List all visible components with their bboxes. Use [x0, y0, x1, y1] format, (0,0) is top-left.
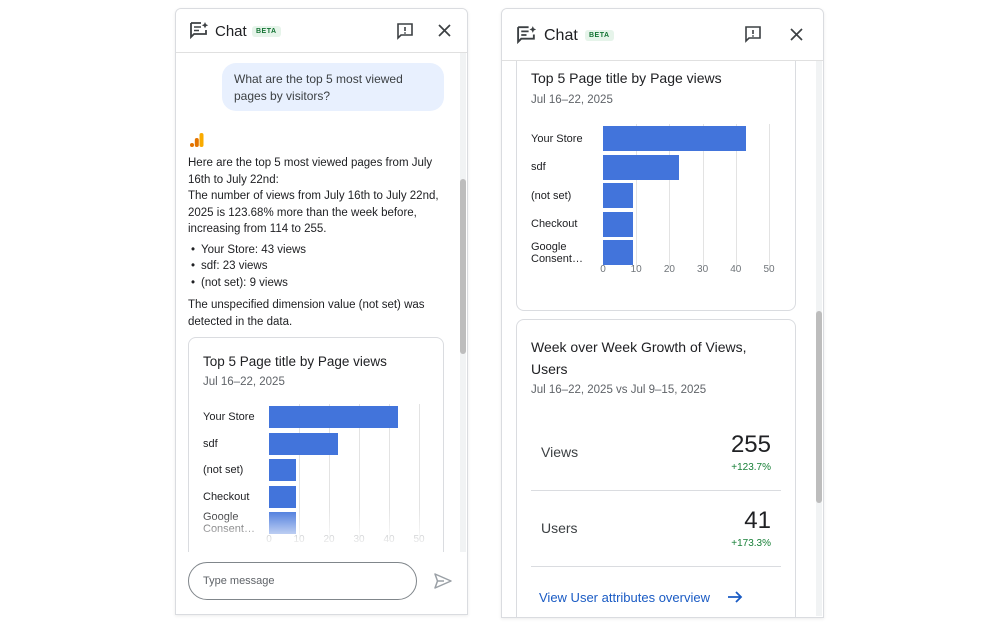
growth-card: Week over Week Growth of Views, Users Ju…	[516, 319, 796, 617]
chat-title: Chat	[215, 23, 247, 40]
gridline	[735, 124, 737, 267]
assistant-answer: Here are the top 5 most viewed pages fro…	[188, 155, 450, 330]
metric-value-users: 41	[744, 507, 771, 534]
x-tick-label: 0	[600, 264, 606, 275]
bar[interactable]	[269, 406, 398, 428]
bar[interactable]	[269, 432, 338, 455]
chart-card: Top 5 Page title by Page views Jul 16–22…	[516, 39, 796, 311]
bar-label: Checkout	[203, 490, 250, 503]
analytics-icon	[190, 133, 204, 147]
answer-list: Your Store: 43 views sdf: 23 views (not …	[188, 242, 450, 292]
bar[interactable]	[269, 485, 296, 508]
bar-label: sdf	[203, 437, 218, 450]
close-icon[interactable]	[789, 27, 804, 42]
metric-label-views: Views	[541, 444, 579, 460]
user-message-bubble: What are the top 5 most viewed pages by …	[222, 63, 444, 111]
x-tick-label: 50	[763, 264, 775, 275]
gridline	[669, 124, 671, 267]
scroll-fade	[189, 508, 443, 548]
chat-header: Chat BETA	[176, 9, 467, 53]
bar-label: Checkout	[531, 218, 578, 230]
growth-subtitle: Jul 16–22, 2025 vs Jul 9–15, 2025	[531, 384, 707, 396]
chat-title: Chat	[544, 27, 578, 44]
bar[interactable]	[603, 211, 633, 237]
chat-icon	[190, 22, 209, 39]
gridline	[419, 404, 420, 536]
gridline	[389, 404, 390, 536]
x-tick-label: 10	[630, 264, 642, 275]
bar[interactable]	[603, 183, 633, 208]
gridline	[359, 404, 360, 536]
send-icon[interactable]	[434, 573, 452, 589]
gridline	[702, 124, 704, 267]
close-icon[interactable]	[437, 23, 452, 38]
answer-note: The unspecified dimension value (not set…	[188, 299, 425, 328]
bar-label: (not set)	[531, 189, 572, 202]
chat-icon	[517, 26, 537, 44]
metric-value-views: 255	[730, 431, 771, 458]
list-item: Your Store: 43 views	[188, 242, 450, 259]
x-tick-label: 40	[730, 264, 742, 275]
bar-label: Your Store	[203, 411, 255, 423]
scrollbar-thumb[interactable]	[816, 311, 822, 503]
divider	[531, 566, 781, 567]
chat-panel-left: Chat BETA What are the top 5 most viewed…	[175, 8, 468, 615]
gridline	[299, 404, 300, 536]
bar-label: (not set)	[203, 464, 244, 476]
list-item: (not set): 9 views	[188, 275, 450, 292]
scrollbar-thumb[interactable]	[460, 179, 466, 354]
bar-label: sdf	[531, 161, 546, 173]
message-input[interactable]	[188, 562, 417, 600]
x-tick-label: 30	[697, 264, 709, 275]
divider	[531, 490, 781, 491]
chart-title: Top 5 Page title by Page views	[203, 354, 387, 369]
metric-label-users: Users	[541, 520, 578, 536]
metric-delta-views: +123.7%	[731, 462, 771, 473]
chart-card: Top 5 Page title by Page views Jul 16–22…	[188, 337, 444, 577]
answer-summary: The number of views from July 16th to Ju…	[188, 190, 439, 235]
beta-badge: BETA	[252, 26, 281, 37]
bar[interactable]	[269, 459, 296, 481]
chat-panel-right: Chat BETA Top 5 Page title by Page views…	[501, 8, 824, 618]
answer-intro: Here are the top 5 most viewed pages fro…	[188, 157, 433, 186]
feedback-icon[interactable]	[744, 25, 762, 43]
chat-header: Chat BETA	[502, 9, 823, 61]
composer	[176, 552, 467, 614]
chart-subtitle: Jul 16–22, 2025	[203, 376, 285, 388]
beta-badge: BETA	[585, 30, 614, 41]
feedback-icon[interactable]	[396, 22, 414, 40]
x-tick-label: 20	[663, 264, 675, 275]
gridline	[329, 404, 330, 536]
gridline	[636, 124, 638, 267]
bar[interactable]	[603, 240, 633, 265]
growth-title: Week over Week Growth of Views, Users	[531, 339, 747, 377]
bar[interactable]	[603, 126, 746, 151]
bar-label: Your Store	[531, 132, 583, 145]
user-attributes-link[interactable]: View User attributes overview	[539, 590, 710, 605]
metric-delta-users: +173.3%	[731, 538, 771, 549]
chart-subtitle: Jul 16–22, 2025	[531, 94, 613, 106]
chart-title: Top 5 Page title by Page views	[531, 70, 722, 86]
bar[interactable]	[603, 154, 680, 180]
gridline	[769, 124, 770, 267]
list-item: sdf: 23 views	[188, 258, 450, 275]
arrow-right-icon[interactable]	[727, 590, 743, 604]
